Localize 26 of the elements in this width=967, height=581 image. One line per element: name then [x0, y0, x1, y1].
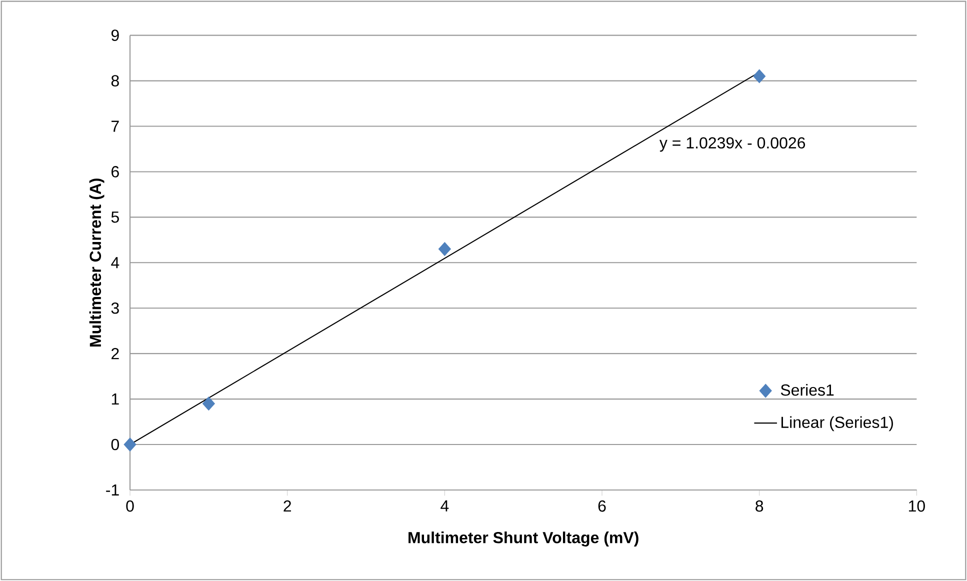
y-tick-label: 3 [111, 302, 119, 314]
point [753, 69, 766, 84]
annotation: y = 1.0239x - 0.0026 [659, 137, 806, 152]
x-tick-label: 4 [440, 500, 449, 512]
x-tick-label: 6 [598, 500, 606, 512]
x-tick-label: 0 [126, 500, 134, 512]
x-tick-label: 2 [284, 500, 291, 512]
y-tick-label: 7 [112, 120, 119, 132]
y-tick-label: 8 [111, 75, 119, 86]
legend-label: Linear (Series1) [781, 416, 893, 432]
y-tick-label: 4 [111, 257, 120, 268]
y-tick-label: 0 [111, 438, 119, 450]
x-axis-title: Multimeter Shunt Voltage (mV) [408, 532, 638, 547]
y-tick-label: 5 [111, 212, 119, 223]
y-tick-label: 1 [112, 394, 119, 405]
y-tick-label: 6 [112, 166, 119, 178]
y-tick-label: -1 [106, 484, 119, 496]
x-tick-label: 10 [908, 500, 925, 512]
x-tick-label: 8 [756, 500, 764, 512]
point [438, 242, 451, 256]
y-tick-label: 9 [111, 30, 119, 41]
point [124, 438, 136, 452]
point [202, 396, 215, 411]
y-axis-title: Multimeter Current (A) [89, 178, 104, 346]
legend-label: Series1 [780, 384, 834, 396]
y-tick-label: 2 [112, 348, 119, 360]
